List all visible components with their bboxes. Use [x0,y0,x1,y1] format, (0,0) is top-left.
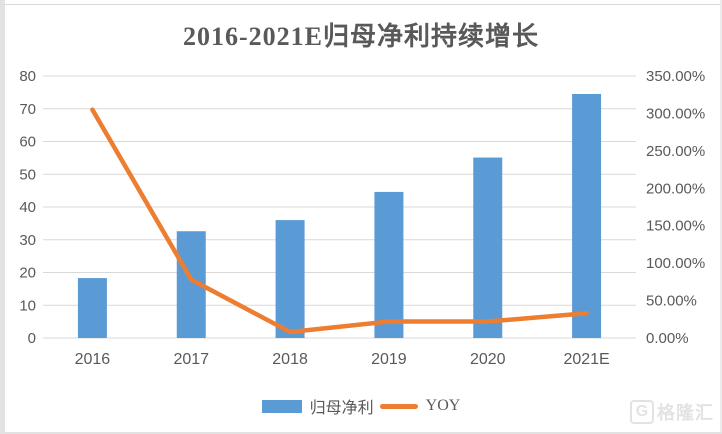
bar-2021E [572,94,602,338]
left-axis-tick-label: 10 [19,297,36,314]
chart-title: 2016-2021E归母净利持续增长 [182,22,539,51]
x-axis-tick-label: 2017 [173,351,209,368]
left-axis-tick-label: 80 [19,68,36,85]
watermark: G 格隆汇 [630,399,714,425]
page-edge-right [720,0,722,434]
left-axis-tick-label: 0 [28,330,36,347]
x-axis-tick-label: 2018 [272,351,308,368]
bar-2020 [473,157,503,338]
right-axis-tick-label: 300.00% [646,105,705,122]
left-axis-tick-label: 40 [19,199,36,216]
x-axis-tick-label: 2016 [75,351,111,368]
bar-2016 [77,278,107,338]
page-edge-top [5,4,720,5]
legend-line-swatch [379,403,418,409]
watermark-text: 格隆汇 [657,403,714,423]
watermark-logo-icon: G [630,400,654,424]
bar-2018 [275,220,305,338]
legend-bar-label: 归母净利 [309,400,374,417]
right-axis-tick-label: 250.00% [646,143,705,160]
legend-line-label: YOY [425,397,461,414]
right-axis-tick-label: 200.00% [646,180,705,197]
legend-bar-swatch [261,399,302,413]
right-axis-tick-label: 0.00% [646,330,689,347]
left-axis-tick-label: 50 [19,166,36,183]
right-axis-tick-label: 50.00% [646,293,697,310]
left-axis-tick-label: 60 [19,134,36,151]
right-axis-tick-label: 150.00% [646,218,705,235]
x-axis-tick-label: 2021E [563,351,609,368]
right-axis-tick-label: 350.00% [646,68,705,85]
left-axis-tick-label: 20 [19,265,36,282]
x-axis-tick-label: 2020 [470,351,506,368]
chart-legend: 归母净利 YOY [0,394,722,418]
page-edge-left [0,0,5,434]
left-axis-tick-label: 70 [19,101,36,118]
page-edge-bottom [5,432,722,434]
left-axis-tick-label: 30 [19,232,36,249]
right-axis-tick-label: 100.00% [646,255,705,272]
yoy-line [90,107,589,335]
bar-2019 [374,191,404,338]
x-axis-tick-label: 2019 [371,351,407,368]
